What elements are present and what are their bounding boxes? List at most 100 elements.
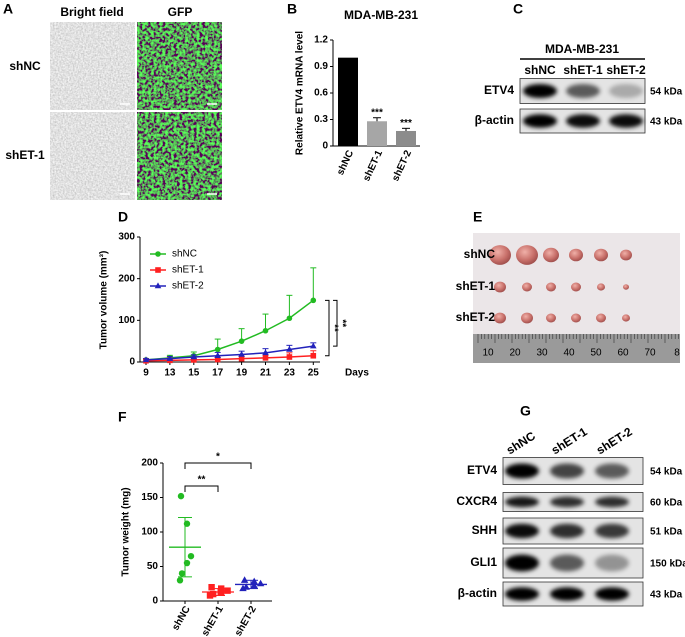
ruler-label: 70 xyxy=(644,348,656,359)
tumor xyxy=(494,281,506,293)
marker xyxy=(310,342,317,349)
panel-label: D xyxy=(118,209,128,225)
marker xyxy=(142,356,150,363)
row-label: shET-2 xyxy=(456,310,496,324)
legend-label: shET-1 xyxy=(172,265,204,276)
band xyxy=(595,496,629,508)
bright-field-image xyxy=(50,22,135,110)
marker xyxy=(177,492,185,500)
significance: * xyxy=(216,452,220,463)
ruler-label: 10 xyxy=(482,348,494,359)
band-label: ETV4 xyxy=(467,463,497,477)
marker xyxy=(238,350,245,357)
band xyxy=(595,554,629,572)
tumor xyxy=(546,313,556,323)
significance: ** xyxy=(198,475,206,486)
tumor xyxy=(620,249,632,261)
panel-label: G xyxy=(520,403,531,419)
band xyxy=(566,84,600,98)
marker xyxy=(191,357,197,363)
marker xyxy=(256,579,265,587)
panel-label: A xyxy=(3,1,13,17)
marker xyxy=(286,354,293,360)
band-label: β-actin xyxy=(458,586,497,600)
significance-bracket xyxy=(333,299,338,347)
tumor xyxy=(623,284,629,290)
tumor xyxy=(516,245,538,265)
row-label: shNC xyxy=(464,247,496,261)
bar xyxy=(338,57,358,146)
gfp-image xyxy=(137,22,222,110)
significance: ** xyxy=(328,324,339,332)
x-tick-label: shNC xyxy=(170,604,193,632)
marker xyxy=(208,584,215,591)
x-tick-label: 19 xyxy=(236,368,248,379)
marker xyxy=(262,355,269,361)
y-tick-label: 0 xyxy=(152,596,158,607)
tumor xyxy=(521,312,533,324)
marker xyxy=(238,338,245,344)
panel-label: B xyxy=(287,1,297,17)
y-tick-label: 0 xyxy=(322,141,328,152)
band xyxy=(550,496,584,508)
band xyxy=(609,84,643,98)
panel-label: F xyxy=(118,409,127,425)
band xyxy=(566,114,600,128)
band-size: 43 kDa xyxy=(650,590,683,601)
band xyxy=(595,463,629,479)
y-axis-label: Relative ETV4 mRNA level xyxy=(295,31,306,155)
gfp-image xyxy=(137,112,222,200)
ruler-label: 30 xyxy=(536,348,548,359)
blot-title: MDA-MB-231 xyxy=(545,42,619,56)
band xyxy=(550,587,584,601)
marker xyxy=(286,345,293,352)
significance-bracket xyxy=(184,485,219,492)
marker xyxy=(190,353,198,360)
marker xyxy=(250,577,258,585)
column-label: Bright field xyxy=(60,5,123,19)
x-tick-label: shET-2 xyxy=(233,604,259,637)
row-label: shET-1 xyxy=(5,148,45,162)
y-tick-label: 200 xyxy=(141,458,158,469)
band xyxy=(550,523,584,539)
panel-label: E xyxy=(473,209,482,225)
tumor xyxy=(494,312,506,324)
marker xyxy=(187,552,195,560)
tumor xyxy=(594,248,608,262)
ruler-label: 20 xyxy=(509,348,521,359)
band-label: CXCR4 xyxy=(456,494,497,508)
marker xyxy=(250,581,258,589)
band xyxy=(595,523,629,539)
band xyxy=(505,496,539,508)
y-tick-label: 300 xyxy=(118,232,135,243)
bar xyxy=(396,130,416,146)
marker xyxy=(154,282,162,289)
x-tick-label: 23 xyxy=(284,368,296,379)
ruler-label: 40 xyxy=(563,348,575,359)
y-tick-label: 100 xyxy=(118,315,135,326)
band xyxy=(523,114,557,128)
band-size: 54 kDa xyxy=(650,87,683,98)
band xyxy=(595,587,629,601)
lane-label: shET-2 xyxy=(594,424,635,457)
bright-field-image xyxy=(50,112,135,200)
x-tick-label: shET-1 xyxy=(361,148,385,183)
significance-bracket xyxy=(325,299,330,357)
y-tick-label: 0.3 xyxy=(314,114,328,125)
lane-label: shNC xyxy=(524,63,556,77)
significance: *** xyxy=(371,107,383,118)
marker xyxy=(214,352,221,358)
marker xyxy=(155,251,161,257)
tumor xyxy=(571,282,581,292)
x-tick-label: shNC xyxy=(335,149,356,177)
y-axis-label: Tumor volume (mm³) xyxy=(99,251,110,350)
y-tick-label: 0 xyxy=(129,357,135,368)
y-tick-label: 0.9 xyxy=(314,61,328,72)
y-tick-label: 150 xyxy=(141,492,158,503)
tumor xyxy=(597,283,605,291)
row-label: shET-1 xyxy=(456,279,496,293)
marker xyxy=(262,327,269,334)
marker xyxy=(310,352,317,359)
x-tick-label: 13 xyxy=(164,368,176,379)
x-tick-label: shET-1 xyxy=(200,604,226,637)
